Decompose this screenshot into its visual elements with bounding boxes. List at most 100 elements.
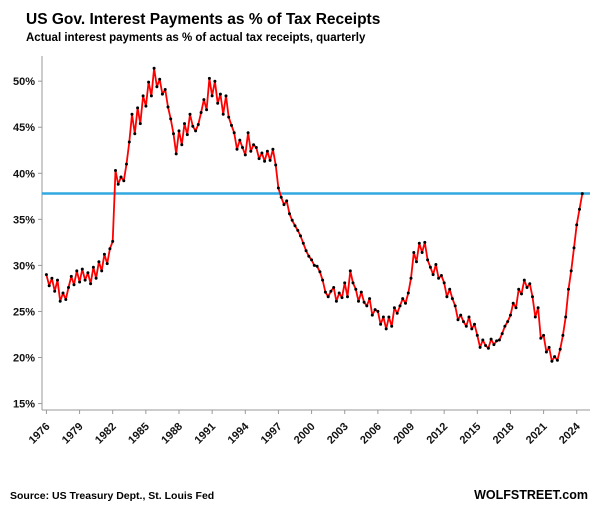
data-point — [334, 300, 338, 304]
data-point — [484, 344, 488, 348]
data-point — [44, 273, 48, 277]
data-point — [437, 277, 441, 281]
data-point — [381, 315, 385, 319]
data-point — [379, 323, 383, 327]
x-axis-tick-label: 1997 — [259, 421, 285, 447]
data-point — [271, 148, 275, 152]
data-point — [141, 94, 145, 98]
data-point — [486, 347, 490, 351]
data-point — [235, 148, 239, 152]
data-point — [105, 262, 109, 266]
data-point — [125, 162, 128, 166]
chart-header: US Gov. Interest Payments as % of Tax Re… — [0, 0, 600, 44]
y-axis-tick-label: 40% — [13, 169, 35, 181]
data-point — [169, 117, 173, 121]
data-point — [177, 129, 181, 133]
data-point — [553, 355, 557, 359]
data-point — [564, 315, 568, 319]
data-point — [503, 325, 507, 329]
data-point — [97, 260, 101, 264]
y-axis-tick-label: 30% — [13, 261, 35, 273]
data-point — [144, 104, 148, 108]
x-axis-tick-label: 2009 — [391, 421, 417, 447]
data-point — [354, 288, 358, 292]
x-axis-tick-label: 2018 — [491, 421, 517, 447]
data-point — [216, 102, 220, 106]
data-point — [522, 278, 526, 282]
data-point — [392, 306, 396, 310]
data-point — [492, 343, 496, 347]
data-point — [307, 255, 311, 259]
data-point — [346, 295, 349, 299]
data-point — [428, 266, 432, 270]
data-point — [329, 290, 333, 294]
data-point — [495, 339, 499, 343]
data-point — [276, 186, 280, 190]
data-point — [406, 291, 410, 295]
data-point — [542, 334, 546, 338]
data-point — [78, 280, 82, 284]
data-point — [296, 229, 300, 233]
data-point — [423, 241, 427, 245]
data-point — [420, 251, 424, 255]
data-point — [279, 196, 283, 200]
data-point — [547, 346, 551, 350]
data-point — [517, 288, 521, 292]
data-point — [343, 281, 347, 285]
data-point — [301, 242, 305, 246]
data-point — [412, 251, 416, 255]
data-point — [108, 247, 112, 251]
data-point — [180, 143, 184, 147]
chart-subtitle: Actual interest payments as % of actual … — [26, 32, 366, 45]
x-axis-tick-label: 1985 — [126, 421, 152, 447]
data-point — [398, 304, 402, 308]
data-point — [312, 264, 316, 268]
data-point — [183, 122, 186, 126]
data-point — [138, 122, 142, 126]
data-point — [53, 290, 57, 294]
data-point — [431, 273, 435, 277]
data-point — [293, 224, 297, 228]
data-point — [348, 269, 352, 273]
data-point — [274, 163, 278, 167]
data-point — [415, 260, 418, 264]
data-point — [544, 350, 548, 354]
data-point — [114, 169, 117, 173]
data-point — [321, 278, 325, 282]
data-points — [44, 67, 584, 364]
x-axis-tick-label: 2000 — [292, 421, 318, 447]
x-axis-tick-label: 2021 — [524, 421, 550, 447]
data-point — [464, 325, 468, 329]
data-point — [572, 246, 576, 250]
data-point — [205, 108, 209, 112]
x-axis-tick-label: 2024 — [557, 420, 583, 446]
data-point — [525, 286, 529, 290]
x-axis-tick-label: 1988 — [159, 421, 185, 447]
data-point — [58, 300, 62, 304]
data-point — [199, 111, 203, 115]
data-point — [478, 346, 482, 350]
y-axis-tick-label: 20% — [13, 353, 35, 365]
data-point — [462, 320, 465, 324]
x-axis-tick-label: 1979 — [60, 421, 86, 447]
data-line — [45, 67, 584, 363]
data-point — [533, 315, 537, 319]
data-point — [489, 337, 493, 341]
data-point — [395, 312, 399, 316]
chart-title: US Gov. Interest Payments as % of Tax Re… — [26, 11, 381, 28]
data-point — [370, 313, 374, 317]
data-point — [390, 325, 394, 329]
data-point — [202, 98, 206, 102]
source-note: Source: US Treasury Dept., St. Louis Fed — [10, 490, 215, 502]
chart-area: 15% 20% 25% 30% 35% 40% 45% 50% 1976 1979 1982 1985… — [0, 46, 600, 466]
data-point — [160, 92, 164, 96]
data-point — [376, 310, 380, 314]
data-point — [194, 129, 198, 133]
data-point — [72, 283, 76, 287]
data-point — [243, 153, 247, 157]
data-point — [473, 323, 476, 327]
data-point — [116, 183, 120, 187]
data-point — [100, 269, 104, 273]
y-axis-tick-label: 25% — [13, 307, 35, 319]
data-point — [520, 292, 523, 296]
